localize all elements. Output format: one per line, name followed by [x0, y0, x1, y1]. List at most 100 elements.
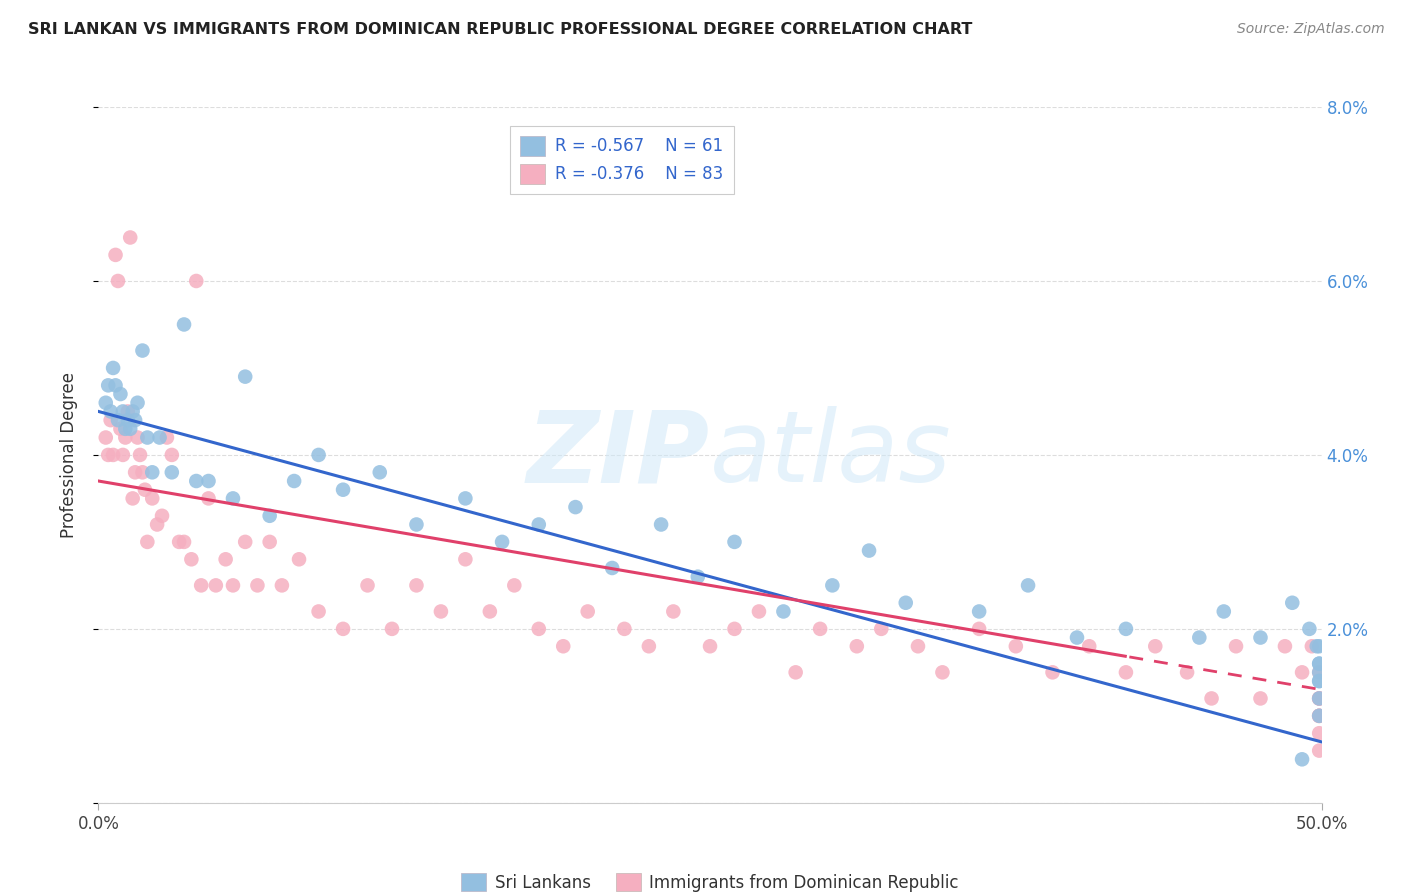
Point	[772, 605, 794, 619]
Point	[160, 466, 183, 480]
Point	[1308, 691, 1330, 706]
Point	[101, 360, 124, 375]
Point	[907, 639, 929, 653]
Point	[1249, 631, 1271, 645]
Point	[478, 605, 501, 619]
Point	[1308, 708, 1330, 723]
Point	[270, 578, 294, 592]
Point	[94, 431, 117, 445]
Point	[186, 274, 208, 288]
Point	[1308, 744, 1330, 758]
Point	[613, 622, 636, 636]
Point	[894, 596, 917, 610]
Point	[1308, 726, 1330, 740]
Point	[381, 622, 404, 636]
Point	[173, 535, 195, 549]
Point	[107, 413, 129, 427]
Point	[600, 561, 623, 575]
Point	[1201, 691, 1223, 706]
Point	[1042, 665, 1064, 680]
Point	[160, 448, 183, 462]
Point	[808, 622, 831, 636]
Point	[332, 483, 354, 497]
Point	[288, 552, 311, 566]
Point	[1212, 605, 1234, 619]
Point	[205, 578, 228, 592]
Point	[967, 605, 990, 619]
Point	[576, 605, 599, 619]
Point	[186, 474, 208, 488]
Point	[1066, 631, 1088, 645]
Point	[1291, 752, 1313, 766]
Point	[233, 535, 256, 549]
Point	[124, 413, 146, 427]
Point	[748, 605, 770, 619]
Point	[111, 404, 134, 418]
Point	[1308, 674, 1330, 689]
Point	[1308, 691, 1330, 706]
Point	[104, 248, 127, 262]
Point	[454, 552, 477, 566]
Point	[405, 517, 427, 532]
Point	[167, 535, 190, 549]
Point	[1291, 665, 1313, 680]
Point	[110, 387, 132, 401]
Text: ZIP: ZIP	[527, 407, 710, 503]
Point	[785, 665, 807, 680]
Point	[1144, 639, 1167, 653]
Point	[1004, 639, 1026, 653]
Point	[233, 369, 256, 384]
Point	[1274, 639, 1296, 653]
Text: SRI LANKAN VS IMMIGRANTS FROM DOMINICAN REPUBLIC PROFESSIONAL DEGREE CORRELATION: SRI LANKAN VS IMMIGRANTS FROM DOMINICAN …	[28, 22, 973, 37]
Point	[1308, 691, 1330, 706]
Point	[1249, 691, 1271, 706]
Point	[564, 500, 586, 514]
Point	[454, 491, 477, 506]
Point	[1308, 665, 1330, 680]
Point	[146, 517, 169, 532]
Point	[131, 466, 153, 480]
Point	[127, 431, 149, 445]
Point	[259, 508, 281, 523]
Point	[967, 622, 990, 636]
Point	[1308, 657, 1330, 671]
Point	[246, 578, 269, 592]
Point	[1225, 639, 1247, 653]
Point	[650, 517, 672, 532]
Point	[686, 570, 709, 584]
Point	[141, 491, 163, 506]
Point	[149, 431, 172, 445]
Point	[858, 543, 880, 558]
Point	[129, 448, 152, 462]
Point	[553, 639, 575, 653]
Point	[1175, 665, 1198, 680]
Point	[1308, 691, 1330, 706]
Point	[1298, 622, 1320, 636]
Point	[405, 578, 427, 592]
Point	[197, 491, 219, 506]
Point	[97, 378, 120, 392]
Point	[136, 431, 159, 445]
Point	[107, 274, 129, 288]
Point	[870, 622, 893, 636]
Point	[1308, 665, 1330, 680]
Point	[1017, 578, 1039, 592]
Point	[190, 578, 212, 592]
Point	[1115, 622, 1137, 636]
Point	[527, 622, 550, 636]
Point	[111, 448, 134, 462]
Point	[430, 605, 453, 619]
Point	[368, 466, 391, 480]
Point	[120, 230, 142, 244]
Point	[173, 318, 195, 332]
Point	[97, 448, 120, 462]
Point	[180, 552, 202, 566]
Point	[1306, 639, 1329, 653]
Point	[136, 535, 159, 549]
Point	[101, 448, 124, 462]
Point	[141, 466, 163, 480]
Point	[931, 665, 953, 680]
Point	[308, 448, 330, 462]
Point	[821, 578, 844, 592]
Text: atlas: atlas	[710, 407, 952, 503]
